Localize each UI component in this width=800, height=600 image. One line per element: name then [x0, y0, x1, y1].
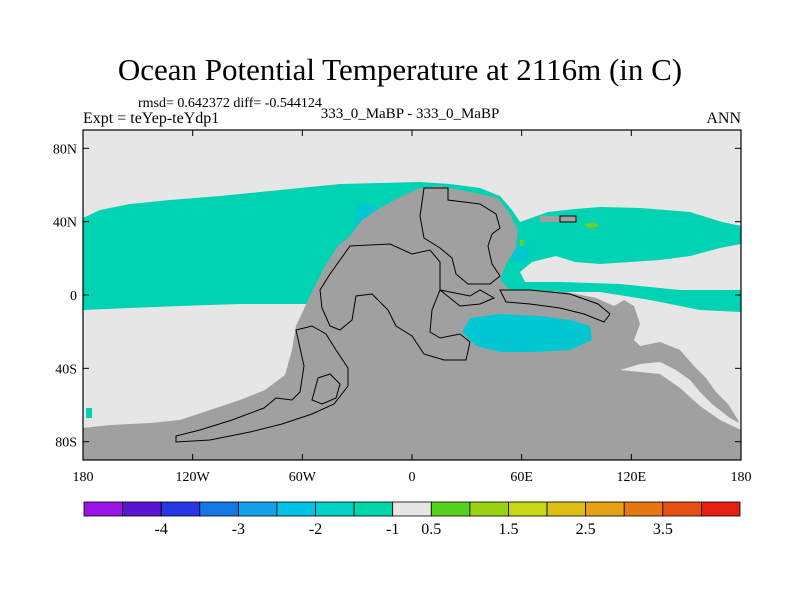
ocean-pocket-inner [462, 314, 592, 352]
lon-tick-label: 0 [409, 470, 416, 485]
stats-label: rmsd= 0.642372 diff= -0.544124 [138, 96, 322, 111]
land-mass-northeast [540, 216, 576, 222]
lat-tick-label: 40S [55, 362, 77, 377]
anomaly-patch-east [512, 244, 530, 262]
lon-tick-label: 60W [289, 470, 317, 485]
colorbar-label: 0.5 [421, 521, 441, 538]
colorbar-label: -3 [232, 521, 245, 538]
colorbar-swatch [701, 501, 741, 517]
lon-tick-label: 180 [731, 470, 752, 485]
anomaly-patch-southwest [86, 408, 92, 418]
map-axis-ticks: 180 120W 60W 0 60E 120E 180 80N 40N 0 40S 80S [53, 130, 752, 485]
colorbar-swatch [508, 501, 548, 517]
map-plot-area [83, 130, 741, 460]
lat-tick-label: 80S [55, 436, 77, 451]
positive-patch-east [584, 222, 600, 229]
colorbar-swatch [237, 501, 278, 517]
lon-tick-label: 120W [176, 470, 211, 485]
colorbar-label: -2 [309, 521, 322, 538]
lat-tick-label: 0 [70, 289, 77, 304]
colorbar-swatch [585, 501, 625, 517]
colorbar-label: -4 [155, 521, 168, 538]
colorbar-label: 3.5 [653, 521, 673, 538]
colorbar-swatch [315, 501, 355, 517]
colorbar-swatch [469, 501, 509, 517]
colorbar-swatch [83, 501, 123, 517]
land-boundary-contours [175, 187, 611, 443]
map-title: Ocean Potential Temperature at 2116m (in… [117, 52, 683, 87]
colorbar-swatch [122, 501, 162, 517]
colorbar-label: 1.5 [498, 521, 518, 538]
season-label: ANN [706, 110, 741, 127]
lat-tick-label: 40N [53, 216, 77, 231]
colorbar-swatch [662, 501, 702, 517]
colorbar: -4 -3 -2 -1 0.5 1.5 2.5 3.5 [83, 501, 741, 538]
colorbar-swatch [392, 501, 432, 517]
colorbar-swatch [276, 501, 316, 517]
colorbar-label: -1 [386, 521, 399, 538]
colorbar-swatch [430, 501, 471, 517]
lon-tick-label: 180 [73, 470, 94, 485]
colorbar-swatch [623, 501, 664, 517]
colorbar-swatch [199, 501, 239, 517]
land-mass-main [83, 186, 741, 460]
subtitle-label: 333_0_MaBP - 333_0_MaBP [320, 106, 500, 122]
colorbar-swatch [546, 501, 587, 517]
lon-tick-label: 60E [510, 470, 533, 485]
colorbar-label: 2.5 [576, 521, 596, 538]
lat-tick-label: 80N [53, 142, 77, 157]
colorbar-swatch [160, 501, 201, 517]
ocean-pocket-southeast [620, 362, 741, 430]
lon-tick-label: 120E [617, 470, 647, 485]
colorbar-swatch [353, 501, 394, 517]
positive-patch-small [520, 240, 524, 246]
experiment-label: Expt = teYep-teYdp1 [83, 110, 220, 127]
